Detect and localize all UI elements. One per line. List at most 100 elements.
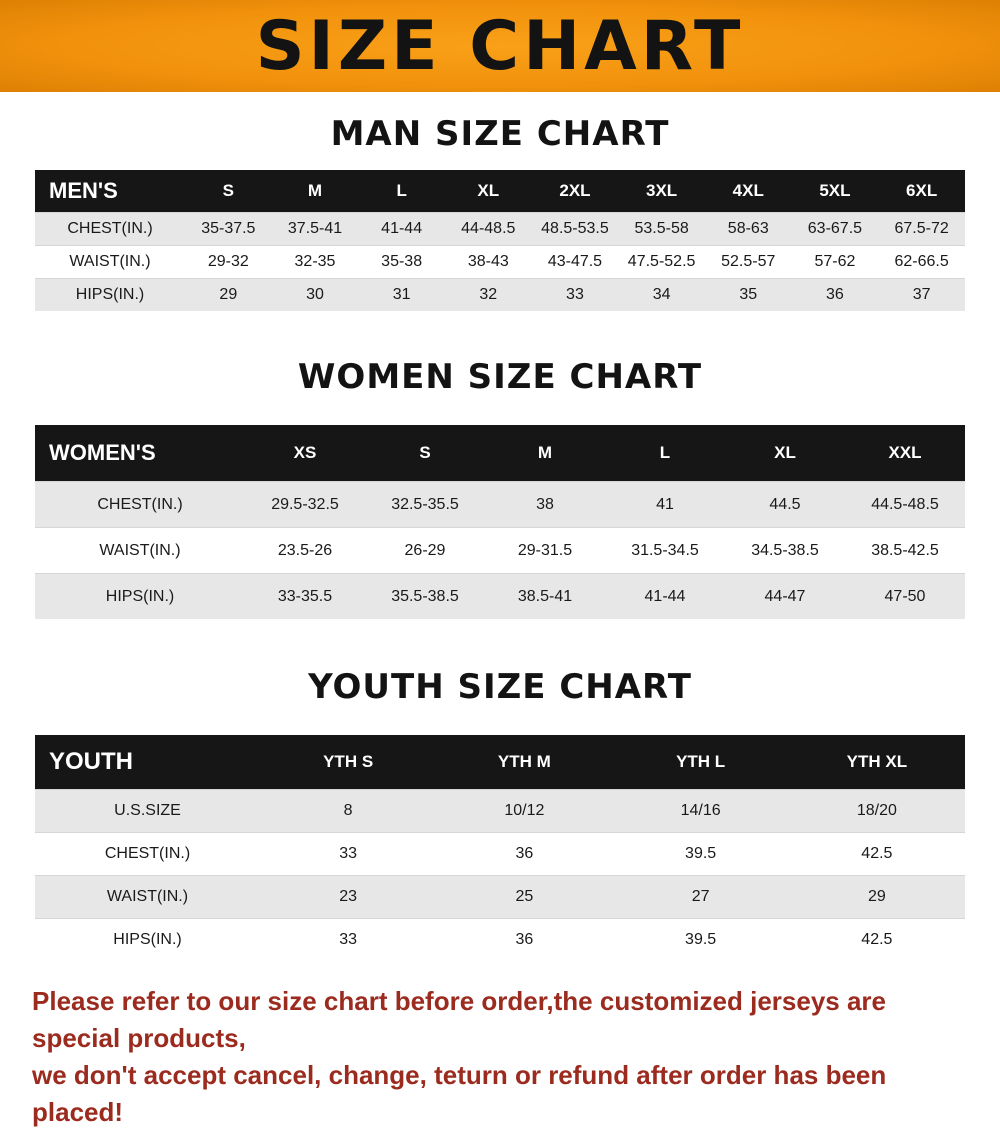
table-cell: 53.5-58 bbox=[618, 212, 705, 246]
table-header-cell: S bbox=[185, 170, 272, 213]
men-size-table: MEN'S S M L XL 2XL 3XL 4XL 5XL 6XL CHEST(IN.) 35-37… bbox=[35, 170, 965, 311]
table-cell: 31 bbox=[358, 278, 445, 311]
table-cell: 42.5 bbox=[788, 918, 965, 961]
table-cell: 32 bbox=[444, 278, 532, 311]
table-cell: 44-47 bbox=[725, 573, 845, 619]
table-header-cell: L bbox=[358, 170, 445, 213]
row-label: WAIST(IN.) bbox=[35, 245, 185, 279]
table-cell: 18/20 bbox=[788, 789, 965, 833]
table-cell: 32.5-35.5 bbox=[365, 481, 485, 528]
table-row: HIPS(IN.) 29 30 31 32 33 34 35 36 37 bbox=[35, 278, 965, 311]
table-cell: 47-50 bbox=[845, 573, 965, 619]
table-header-cell: M bbox=[485, 425, 605, 482]
table-header-cell: YOUTH bbox=[35, 735, 260, 790]
table-cell: 14/16 bbox=[612, 789, 789, 833]
table-cell: 52.5-57 bbox=[704, 245, 792, 279]
table-header-cell: 3XL bbox=[618, 170, 705, 213]
youth-section-heading: YOUTH SIZE CHART bbox=[308, 667, 692, 707]
table-cell: 39.5 bbox=[612, 832, 789, 876]
row-label: WAIST(IN.) bbox=[35, 527, 245, 574]
row-label: U.S.SIZE bbox=[35, 789, 260, 833]
table-cell: 62-66.5 bbox=[878, 245, 965, 279]
table-header-cell: XS bbox=[245, 425, 365, 482]
table-cell: 10/12 bbox=[436, 789, 613, 833]
footer-note: Please refer to our size chart before or… bbox=[32, 983, 972, 1131]
row-label: WAIST(IN.) bbox=[35, 875, 260, 919]
table-cell: 44.5-48.5 bbox=[845, 481, 965, 528]
table-header-cell: XXL bbox=[845, 425, 965, 482]
youth-size-table: YOUTH YTH S YTH M YTH L YTH XL U.S.SIZE 8 10/12… bbox=[35, 735, 965, 961]
table-row: WAIST(IN.) 29-32 32-35 35-38 38-43 43-47.5 47.… bbox=[35, 245, 965, 279]
table-header-cell: M bbox=[271, 170, 359, 213]
table-cell: 35 bbox=[704, 278, 792, 311]
table-cell: 33 bbox=[531, 278, 619, 311]
table-cell: 23 bbox=[260, 875, 437, 919]
footer-line-1: Please refer to our size chart before or… bbox=[32, 986, 887, 1053]
table-header-cell: YTH XL bbox=[788, 735, 965, 790]
table-cell: 29 bbox=[788, 875, 965, 919]
row-label: CHEST(IN.) bbox=[35, 481, 245, 528]
table-cell: 43-47.5 bbox=[531, 245, 619, 279]
table-header-row: WOMEN'S XS S M L XL XXL bbox=[35, 425, 965, 482]
table-row: WAIST(IN.) 23 25 27 29 bbox=[35, 875, 965, 919]
table-cell: 67.5-72 bbox=[878, 212, 965, 246]
table-header-cell: MEN'S bbox=[35, 170, 185, 213]
table-cell: 57-62 bbox=[791, 245, 879, 279]
women-size-table: WOMEN'S XS S M L XL XXL CHEST(IN.) 29.5-32.5 32.5… bbox=[35, 425, 965, 619]
table-cell: 33 bbox=[260, 832, 437, 876]
table-header-cell: YTH L bbox=[612, 735, 789, 790]
table-cell: 38-43 bbox=[444, 245, 532, 279]
table-cell: 32-35 bbox=[271, 245, 359, 279]
table-cell: 58-63 bbox=[704, 212, 792, 246]
table-cell: 47.5-52.5 bbox=[618, 245, 705, 279]
table-header-cell: YTH M bbox=[436, 735, 613, 790]
table-header-cell: XL bbox=[444, 170, 532, 213]
table-row: U.S.SIZE 8 10/12 14/16 18/20 bbox=[35, 789, 965, 833]
banner-title: SIZE CHART bbox=[255, 6, 745, 86]
table-header-row: MEN'S S M L XL 2XL 3XL 4XL 5XL 6XL bbox=[35, 170, 965, 213]
table-cell: 41-44 bbox=[358, 212, 445, 246]
table-cell: 36 bbox=[436, 918, 613, 961]
table-header-cell: 2XL bbox=[531, 170, 619, 213]
table-cell: 35-37.5 bbox=[185, 212, 272, 246]
table-cell: 29 bbox=[185, 278, 272, 311]
table-cell: 38 bbox=[485, 481, 605, 528]
table-row: WAIST(IN.) 23.5-26 26-29 29-31.5 31.5-34.5 34… bbox=[35, 527, 965, 574]
table-cell: 33 bbox=[260, 918, 437, 961]
row-label: HIPS(IN.) bbox=[35, 278, 185, 311]
table-cell: 44.5 bbox=[725, 481, 845, 528]
table-cell: 26-29 bbox=[365, 527, 485, 574]
table-cell: 38.5-41 bbox=[485, 573, 605, 619]
table-header-cell: WOMEN'S bbox=[35, 425, 245, 482]
table-cell: 36 bbox=[436, 832, 613, 876]
table-header-cell: 6XL bbox=[878, 170, 965, 213]
table-cell: 41-44 bbox=[605, 573, 725, 619]
table-row: HIPS(IN.) 33-35.5 35.5-38.5 38.5-41 41-44 44-… bbox=[35, 573, 965, 619]
women-section-heading: WOMEN SIZE CHART bbox=[297, 357, 703, 397]
table-cell: 31.5-34.5 bbox=[605, 527, 725, 574]
table-row: CHEST(IN.) 35-37.5 37.5-41 41-44 44-48.5 48.5… bbox=[35, 212, 965, 246]
men-section-heading: MAN SIZE CHART bbox=[330, 114, 670, 154]
table-cell: 23.5-26 bbox=[245, 527, 365, 574]
table-cell: 25 bbox=[436, 875, 613, 919]
table-cell: 8 bbox=[260, 789, 437, 833]
table-cell: 37 bbox=[878, 278, 965, 311]
table-header-cell: 4XL bbox=[704, 170, 792, 213]
table-cell: 30 bbox=[271, 278, 359, 311]
table-header-cell: 5XL bbox=[791, 170, 879, 213]
table-cell: 38.5-42.5 bbox=[845, 527, 965, 574]
row-label: HIPS(IN.) bbox=[35, 918, 260, 961]
table-cell: 48.5-53.5 bbox=[531, 212, 619, 246]
table-header-cell: S bbox=[365, 425, 485, 482]
table-cell: 35.5-38.5 bbox=[365, 573, 485, 619]
table-cell: 36 bbox=[791, 278, 879, 311]
table-row: CHEST(IN.) 33 36 39.5 42.5 bbox=[35, 832, 965, 876]
table-cell: 37.5-41 bbox=[271, 212, 359, 246]
table-cell: 44-48.5 bbox=[444, 212, 532, 246]
table-cell: 42.5 bbox=[788, 832, 965, 876]
table-cell: 63-67.5 bbox=[791, 212, 879, 246]
table-cell: 41 bbox=[605, 481, 725, 528]
table-header-cell: YTH S bbox=[260, 735, 437, 790]
row-label: CHEST(IN.) bbox=[35, 832, 260, 876]
table-cell: 33-35.5 bbox=[245, 573, 365, 619]
